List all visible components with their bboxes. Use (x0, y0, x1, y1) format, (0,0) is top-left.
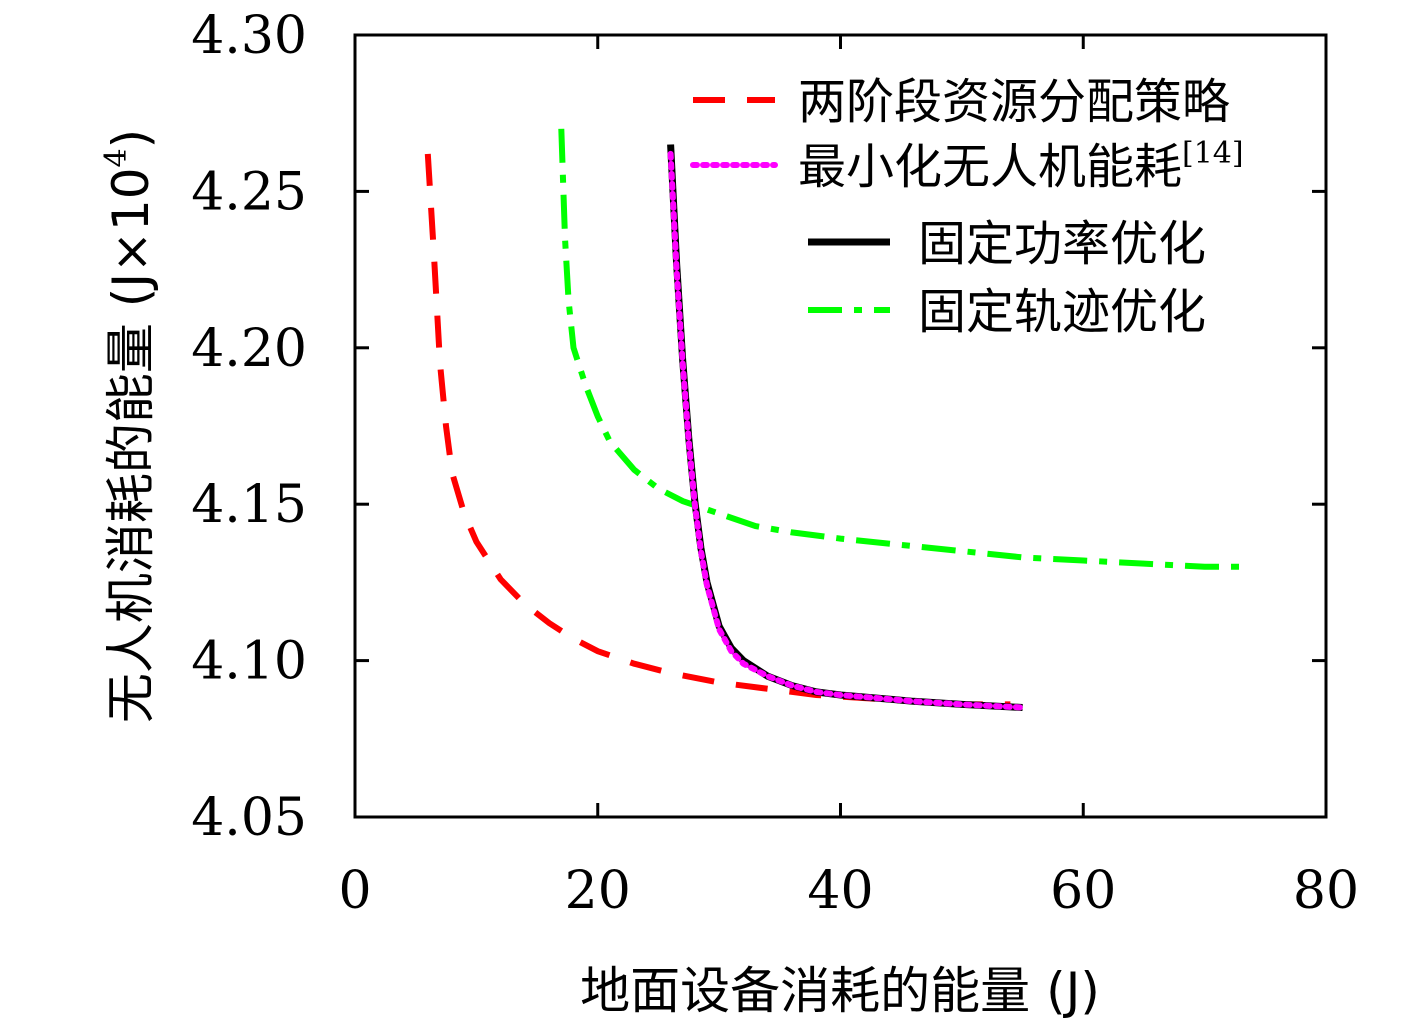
x-tick-label: 80 (1293, 861, 1359, 921)
x-tick-label: 60 (1050, 861, 1116, 921)
x-tick-label: 40 (807, 861, 873, 921)
legend-citation: [14] (1182, 136, 1244, 171)
legend-label-4: 固定轨迹优化 (918, 284, 1206, 340)
y-tick-label: 4.30 (191, 6, 307, 66)
x-tick-label: 0 (338, 861, 371, 921)
legend-label-2: 最小化无人机能耗[14] (798, 136, 1244, 195)
tick-layer: 0 20 40 60 80 4.05 4.10 4.15 4.20 4.25 4.30 (191, 6, 1359, 921)
y-axis-label: 无人机消耗的能量 (J×104) (99, 129, 160, 723)
y-tick-label: 4.20 (191, 319, 307, 379)
series-line-2 (667, 150, 1026, 711)
y-axis-label-close: ) (102, 129, 160, 149)
series-layer (424, 128, 1241, 711)
legend-label-3: 固定功率优化 (918, 216, 1206, 272)
y-tick-label: 4.25 (191, 162, 307, 222)
y-tick-label: 4.10 (191, 632, 307, 692)
y-axis-label-exponent: 4 (99, 148, 134, 167)
series-line-4 (558, 128, 1241, 570)
x-tick-label: 20 (565, 861, 631, 921)
x-axis-label: 地面设备消耗的能量 (J) (580, 962, 1100, 1020)
y-axis-label-main: 无人机消耗的能量 (J×10 (102, 167, 160, 723)
y-tick-label: 4.05 (191, 788, 307, 848)
y-tick-label: 4.15 (191, 475, 307, 535)
legend-label-1: 两阶段资源分配策略 (798, 74, 1230, 130)
